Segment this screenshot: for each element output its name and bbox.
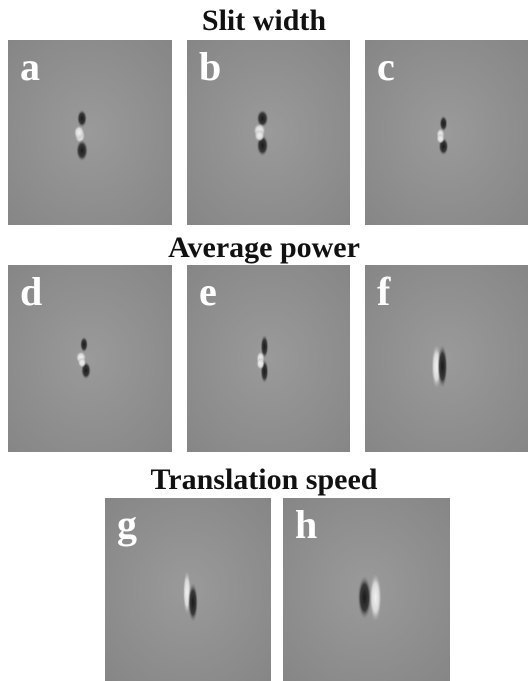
defect-spot <box>256 357 265 370</box>
micrograph-panel: g <box>105 498 271 681</box>
panel-label: a <box>20 44 40 89</box>
section-title: Translation speed <box>151 463 378 496</box>
defect-spot <box>80 336 88 353</box>
defect-spot <box>256 109 269 128</box>
defect-spot <box>78 357 86 368</box>
defect-spot <box>188 582 198 623</box>
section-title: Average power <box>168 231 360 264</box>
micrograph-panel: e <box>187 265 350 452</box>
defect-spot <box>77 109 87 128</box>
defect-spot <box>357 575 372 620</box>
micrograph-panel: d <box>8 265 172 452</box>
section-title: Slit width <box>202 4 327 37</box>
panel-label: g <box>117 502 137 547</box>
panel-label: b <box>199 44 221 89</box>
defect-spot <box>74 125 84 140</box>
defect-spot <box>254 129 265 142</box>
panel-label: f <box>377 269 391 314</box>
micrograph-panel: h <box>283 498 450 681</box>
panel-label: c <box>377 44 395 89</box>
defect-spot <box>439 115 448 132</box>
image-background <box>365 40 528 225</box>
panel-label: h <box>295 502 317 547</box>
defect-spot <box>437 344 448 389</box>
defect-spot <box>76 139 88 162</box>
panel-label: e <box>199 269 217 314</box>
micrograph-panel: f <box>365 265 528 452</box>
image-background <box>8 40 172 225</box>
image-background <box>187 265 350 452</box>
defect-spot <box>369 573 382 622</box>
image-background <box>187 40 350 225</box>
micrograph-panel: a <box>8 40 172 225</box>
panel-label: d <box>20 269 42 314</box>
micrograph-panel: c <box>365 40 528 225</box>
defect-spot <box>436 133 445 144</box>
image-background <box>8 265 172 452</box>
micrograph-panel: b <box>187 40 350 225</box>
